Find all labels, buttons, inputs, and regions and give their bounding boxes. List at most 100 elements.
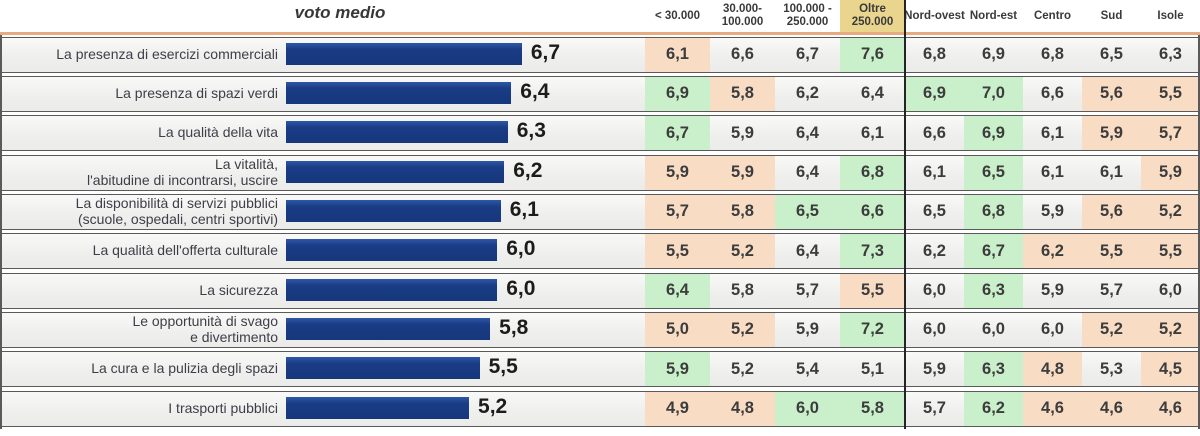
table-cell: 5,5	[1141, 76, 1200, 111]
row-label: La qualità della vita	[0, 116, 278, 150]
table-cell: 5,9	[710, 155, 775, 190]
table-cell: 5,8	[840, 391, 905, 426]
table-row: La vitalità, l'abitudine di incontrarsi, …	[0, 154, 1200, 191]
bar	[286, 278, 498, 301]
table-cell: 6,1	[861, 123, 884, 142]
table-cell: 7,2	[840, 312, 905, 347]
table-cell: 6,9	[645, 76, 710, 111]
bar-value-label: 6,4	[520, 79, 550, 103]
header-accent-line	[0, 32, 1200, 35]
table-cell: 5,5	[1082, 234, 1141, 269]
bar-value-label: 5,8	[499, 315, 529, 339]
row-label-line: La disponibilità di servizi pubblici	[75, 195, 278, 212]
bar-value-label: 5,2	[478, 394, 508, 418]
table-cell: 6,4	[861, 84, 884, 103]
row-label-line: La cura e la pulizia degli spazi	[91, 360, 278, 377]
table-cell: 6,5	[923, 202, 946, 221]
table-cell: 6,0	[923, 320, 946, 339]
table-cell: 5,8	[710, 76, 775, 111]
table-cell: 5,8	[710, 194, 775, 229]
table-cell: 5,6	[1082, 76, 1141, 111]
column-header: < 30.000	[645, 0, 710, 32]
column-header-line: Centro	[1033, 9, 1072, 22]
table-cell: 6,8	[923, 45, 946, 63]
table-cell: 6,9	[905, 76, 964, 111]
table-cell: 6,0	[775, 391, 840, 426]
table-cell: 4,6	[1082, 391, 1141, 426]
table-cell: 6,4	[645, 273, 710, 308]
column-header-line: Sud	[1100, 9, 1123, 22]
table-cell: 6,4	[796, 163, 819, 182]
column-header-line: Isole	[1157, 9, 1184, 22]
row-label: I trasporti pubblici	[0, 392, 278, 426]
table-cell: 6,8	[1041, 45, 1064, 63]
table-cell: 5,0	[645, 312, 710, 347]
table-cell: 6,5	[964, 155, 1023, 190]
column-header: 100.000 -250.000	[775, 0, 840, 32]
table-cell: 6,9	[982, 45, 1005, 63]
table-cell: 5,9	[923, 359, 946, 378]
table-row: Le opportunità di svago e divertimento 5,8…	[0, 311, 1200, 348]
column-header: Sud	[1082, 0, 1141, 32]
table-cell: 5,2	[1141, 194, 1200, 229]
row-label: La qualità dell'offerta culturale	[0, 234, 278, 268]
bar	[286, 121, 508, 144]
chart-title: voto medio	[294, 3, 386, 22]
column-header-line: Oltre	[859, 3, 886, 16]
table-cell: 6,1	[1041, 163, 1064, 182]
bar	[286, 160, 505, 183]
table-cell: 6,7	[964, 234, 1023, 269]
table-cell: 6,1	[1100, 163, 1123, 182]
table-cell: 6,0	[1041, 320, 1064, 339]
table-cell: 5,7	[1141, 116, 1200, 151]
bar	[286, 357, 480, 380]
column-header: 30.000- 100.000	[710, 0, 775, 32]
row-label: La presenza di spazi verdi	[0, 77, 278, 111]
row-label: La vitalità, l'abitudine di incontrarsi, …	[0, 156, 278, 190]
table-cell: 6,2	[923, 241, 946, 260]
table-cell: 6,0	[923, 281, 946, 300]
table-cell: 5,9	[731, 123, 754, 142]
table-cell: 5,8	[731, 281, 754, 300]
table-cell: 5,5	[840, 273, 905, 308]
table-cell: 6,1	[1041, 123, 1064, 142]
table-cell: 6,4	[796, 241, 819, 260]
bar-value-label: 6,7	[530, 40, 561, 64]
column-header-line: 250.000	[786, 16, 829, 28]
table-cell: 4,8	[710, 391, 775, 426]
table-row: La presenza di spazi verdi 6,4 6,9 5,8 6,2 6,…	[0, 75, 1200, 112]
row-label: Le opportunità di svago e divertimento	[0, 313, 278, 347]
table-cell: 5,2	[731, 359, 754, 378]
row-label-line: La qualità dell'offerta culturale	[92, 242, 278, 259]
bar	[286, 317, 491, 340]
row-label: La presenza di esercizi commerciali	[0, 38, 278, 72]
table-cell: 4,6	[1141, 391, 1200, 426]
column-header-line: 100.000	[721, 16, 764, 28]
table-row: La presenza di esercizi commerciali 6,7 6,…	[0, 36, 1200, 73]
table-cell: 5,6	[1082, 194, 1141, 229]
row-label: La cura e la pulizia degli spazi	[0, 352, 278, 386]
table-cell: 6,2	[964, 391, 1023, 426]
table-cell: 5,9	[645, 352, 710, 387]
table-cell: 6,2	[796, 84, 819, 103]
table-cell: 7,6	[840, 37, 905, 72]
column-header-line: 30.000-	[722, 3, 762, 16]
bar-value-label: 6,0	[506, 237, 536, 261]
table-cell: 7,0	[964, 76, 1023, 111]
row-label: La sicurezza	[0, 274, 278, 308]
table-left-border	[0, 35, 2, 429]
table-row: La qualità dell'offerta culturale 6,0 5,5 5…	[0, 233, 1200, 270]
table-cell: 4,6	[1023, 391, 1082, 426]
table-cell: 6,2	[1023, 234, 1082, 269]
row-label-line: e divertimento	[190, 328, 278, 345]
table-cell: 6,8	[964, 194, 1023, 229]
bar	[286, 42, 522, 65]
table-cell: 6,7	[645, 116, 710, 151]
table-cell: 5,5	[1141, 234, 1200, 269]
table-cell: 5,7	[796, 281, 819, 300]
table-cell: 5,1	[861, 359, 884, 378]
table-cell: 5,2	[1082, 312, 1141, 347]
table-cell: 5,9	[1141, 155, 1200, 190]
table-cell: 6,1	[923, 163, 946, 182]
row-label-line: I trasporti pubblici	[168, 399, 278, 416]
